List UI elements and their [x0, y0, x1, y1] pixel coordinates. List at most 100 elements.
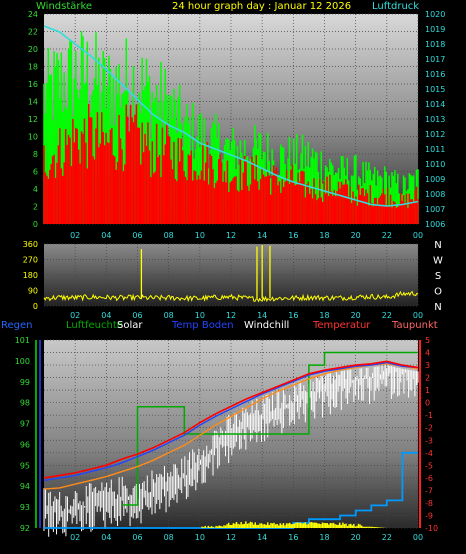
- wind-y-tick-label: 4: [33, 185, 38, 194]
- temperature-y-tick-label: -10: [425, 524, 438, 533]
- pressure-y-tick-label: 1006: [425, 220, 445, 229]
- x-tick-label: 12: [226, 311, 236, 320]
- x-tick-label: 02: [70, 533, 80, 542]
- temperature-y-tick-label: -8: [425, 499, 433, 508]
- x-tick-label: 08: [164, 311, 174, 320]
- pressure-y-tick-label: 1019: [425, 25, 445, 34]
- temperature-y-tick-label: -5: [425, 461, 433, 470]
- legend-temperature: Temperatur: [313, 320, 371, 331]
- pressure-y-tick-label: 1017: [425, 55, 445, 64]
- wind-y-tick-label: 0: [33, 220, 38, 229]
- humidity-y-tick-label: 96: [20, 440, 30, 449]
- legend-windchill: Windchill: [244, 320, 290, 331]
- direction-y-tick-label: 360: [23, 240, 38, 249]
- x-tick-label: 08: [164, 533, 174, 542]
- temperature-y-tick-label: 4: [425, 349, 430, 358]
- x-tick-label: 20: [351, 311, 361, 320]
- x-tick-label: 06: [132, 311, 142, 320]
- x-tick-label: 10: [195, 311, 205, 320]
- legend-dewpoint: Taupunkt: [392, 320, 438, 331]
- x-tick-label: 22: [382, 311, 392, 320]
- temperature-y-tick-label: -4: [425, 449, 433, 458]
- pressure-y-tick-label: 1020: [425, 10, 445, 19]
- x-tick-label: 00: [413, 533, 423, 542]
- pressure-y-tick-label: 1010: [425, 160, 445, 169]
- wind-y-tick-label: 2: [33, 203, 38, 212]
- humidity-y-tick-label: 94: [20, 482, 30, 491]
- pressure-y-tick-label: 1007: [425, 205, 445, 214]
- direction-y-tick-label: 180: [23, 271, 38, 280]
- soil-temp-line: [43, 361, 419, 482]
- x-tick-label: 14: [257, 311, 267, 320]
- humidity-y-tick-label: 99: [20, 378, 30, 387]
- compass-label: N: [434, 240, 441, 251]
- pressure-y-tick-label: 1008: [425, 190, 445, 199]
- pressure-y-tick-label: 1016: [425, 70, 445, 79]
- temperature-y-tick-label: -6: [425, 474, 433, 483]
- x-tick-label: 10: [195, 533, 205, 542]
- x-tick-label: 04: [101, 311, 111, 320]
- x-tick-label: 06: [132, 533, 142, 542]
- wind-y-tick-label: 12: [28, 115, 38, 124]
- pressure-axis-title: Luftdruck: [372, 1, 420, 12]
- humidity-line: [121, 351, 418, 506]
- x-tick-label: 18: [319, 231, 329, 240]
- x-tick-label: 06: [132, 231, 142, 240]
- legend-soil-temp: Temp Boden: [172, 320, 234, 331]
- pressure-y-tick-label: 1011: [425, 145, 445, 154]
- x-tick-label: 22: [382, 533, 392, 542]
- x-tick-label: 00: [413, 311, 423, 320]
- x-tick-label: 22: [382, 231, 392, 240]
- wind-y-tick-label: 24: [28, 10, 38, 19]
- wind-y-tick-label: 20: [28, 45, 38, 54]
- direction-y-tick-label: 270: [23, 256, 38, 265]
- x-tick-label: 12: [226, 533, 236, 542]
- temperature-y-tick-label: 1: [425, 386, 430, 395]
- pressure-y-tick-label: 1013: [425, 115, 445, 124]
- x-tick-label: 00: [413, 231, 423, 240]
- compass-label: W: [433, 256, 443, 267]
- compass-label: N: [434, 302, 441, 313]
- pressure-y-tick-label: 1009: [425, 175, 445, 184]
- temperature-y-tick-label: -2: [425, 424, 433, 433]
- compass-label: S: [435, 271, 441, 282]
- humidity-y-tick-label: 92: [20, 524, 30, 533]
- temperature-y-tick-label: 2: [425, 374, 430, 383]
- direction-y-tick-label: 0: [33, 302, 38, 311]
- x-tick-label: 02: [70, 311, 80, 320]
- pressure-y-tick-label: 1012: [425, 130, 445, 139]
- wind-y-tick-label: 18: [28, 63, 38, 72]
- pressure-y-tick-label: 1015: [425, 85, 445, 94]
- temperature-y-tick-label: -1: [425, 411, 433, 420]
- temperature-line: [43, 360, 419, 479]
- wind-y-tick-label: 8: [33, 150, 38, 159]
- wind-y-tick-label: 6: [33, 168, 38, 177]
- x-tick-label: 14: [257, 231, 267, 240]
- temperature-y-tick-label: -7: [425, 486, 433, 495]
- chart-title: 24 hour graph day : Januar 12 2026: [172, 1, 352, 12]
- x-tick-label: 02: [70, 231, 80, 240]
- temperature-y-tick-label: -9: [425, 511, 433, 520]
- humidity-y-tick-label: 97: [20, 420, 30, 429]
- temperature-y-tick-label: 5: [425, 336, 430, 345]
- legend-solar: Solar: [117, 320, 143, 331]
- dewpoint-line: [43, 363, 419, 490]
- pressure-y-tick-label: 1018: [425, 40, 445, 49]
- wind-direction-line: [43, 290, 419, 303]
- x-tick-label: 18: [319, 533, 329, 542]
- pressure-line: [43, 25, 419, 207]
- legend-humidity: Luftfeuchte: [66, 320, 123, 331]
- x-tick-label: 16: [288, 231, 298, 240]
- humidity-y-tick-label: 95: [20, 461, 30, 470]
- x-tick-label: 16: [288, 311, 298, 320]
- wind-y-tick-label: 10: [28, 133, 38, 142]
- humidity-y-tick-label: 93: [20, 503, 30, 512]
- humidity-y-tick-label: 100: [15, 357, 30, 366]
- wind-y-tick-label: 16: [28, 80, 38, 89]
- wind-y-tick-label: 22: [28, 28, 38, 37]
- x-tick-label: 12: [226, 231, 236, 240]
- direction-y-tick-label: 90: [28, 287, 38, 296]
- compass-label: O: [434, 287, 442, 298]
- legend-rain: Regen: [1, 320, 33, 331]
